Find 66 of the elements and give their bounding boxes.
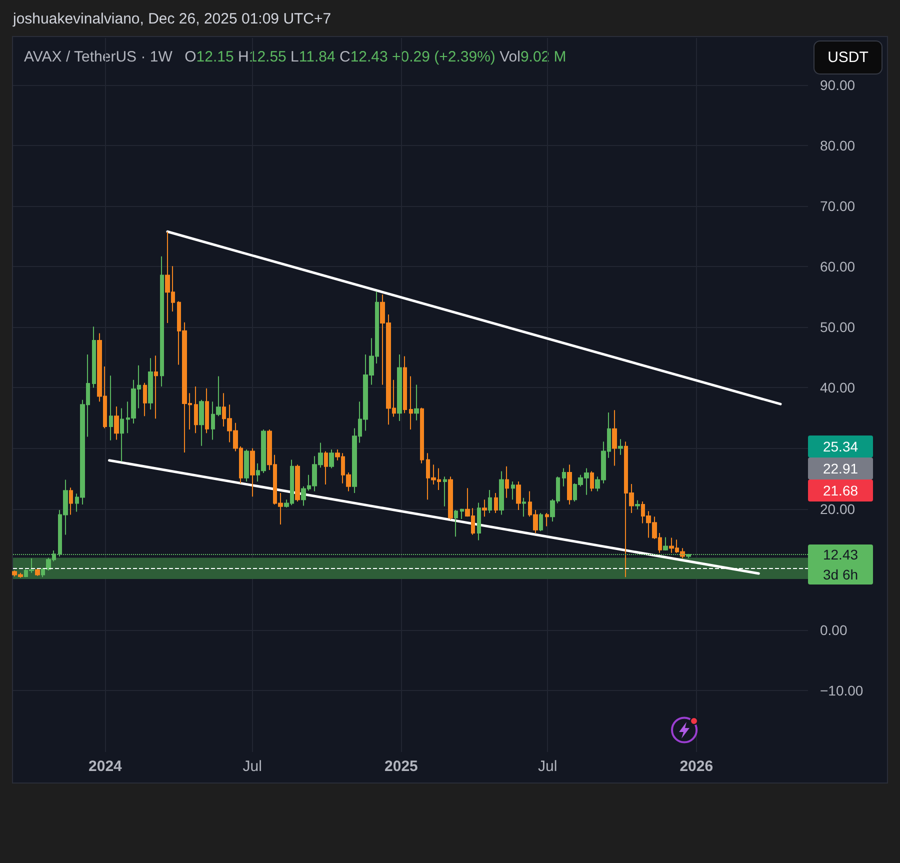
- candlestick: [511, 481, 515, 500]
- candlestick: [35, 568, 40, 576]
- text: 21.68: [822, 482, 858, 499]
- candlestick: [545, 512, 549, 527]
- candlestick: [663, 536, 668, 552]
- candlestick: [409, 376, 413, 430]
- candlestick: [160, 256, 164, 388]
- y-tick-label: 80.00: [820, 138, 856, 154]
- candlestick: [460, 508, 464, 520]
- candlestick: [250, 448, 255, 498]
- candlestick: [482, 499, 487, 518]
- x-tick-label: 2024: [88, 758, 123, 775]
- ref-line-label: 12.43 3d 6h: [822, 546, 858, 583]
- candlestick: [109, 375, 113, 441]
- candlestick: [324, 450, 328, 486]
- candlestick: [154, 355, 158, 420]
- candlestick: [414, 384, 419, 421]
- x-tick-label: Jul: [538, 758, 558, 775]
- candlestick: [295, 464, 300, 502]
- candlestick: [635, 500, 640, 510]
- candlestick: [244, 448, 249, 482]
- candlestick: [148, 358, 153, 410]
- candlestick: [403, 356, 407, 414]
- candlestick: [454, 509, 458, 538]
- candlestick: [562, 468, 566, 487]
- candlestick: [143, 382, 147, 417]
- y-tick-label: 70.00: [820, 198, 856, 214]
- text: 22.91: [822, 460, 858, 477]
- candlestick: [539, 512, 543, 532]
- y-tick-label: 50.00: [820, 319, 856, 336]
- candlestick: [448, 476, 453, 520]
- text: 25.34: [822, 438, 858, 455]
- y-tick-label: 60.00: [820, 258, 856, 275]
- candlestick: [397, 354, 402, 422]
- y-tick-label: 0.00: [820, 622, 848, 638]
- x-tick-label: Jul: [242, 758, 262, 775]
- candlestick: [522, 497, 526, 518]
- candlestick: [120, 408, 124, 462]
- candlestick: [477, 502, 481, 541]
- candlestick: [420, 407, 424, 464]
- candlestick: [194, 386, 198, 434]
- candlestick: [567, 464, 572, 506]
- candlestick: [618, 438, 623, 456]
- candlestick: [329, 448, 334, 469]
- candlestick: [590, 470, 594, 492]
- candlestick: [92, 326, 96, 388]
- candlestick: [114, 406, 119, 440]
- candlestick: [505, 466, 509, 498]
- x-tick-label: 2025: [384, 758, 418, 775]
- candlestick: [69, 487, 73, 516]
- y-tick-label: 20.00: [820, 500, 856, 517]
- candlestick: [494, 492, 498, 514]
- candlestick: [499, 470, 504, 516]
- y-tick-label: −10.00: [820, 682, 864, 698]
- candlestick: [443, 476, 447, 507]
- y-axis-title: USDT: [828, 49, 868, 66]
- y-tick-label: 90.00: [820, 77, 856, 94]
- text: AVAX / TetherUS · 1W: [24, 48, 174, 66]
- candlestick: [199, 399, 204, 446]
- candlestick: [205, 388, 209, 434]
- chart-title: joshuakevinalviano, Dec 26, 2025 01:09 UTC+7: [12, 10, 332, 28]
- candlestick: [516, 481, 521, 510]
- x-tick-label: 2026: [680, 758, 714, 775]
- candlestick: [612, 410, 617, 466]
- candlestick: [488, 490, 492, 514]
- y-tick-label: 40.00: [820, 380, 856, 396]
